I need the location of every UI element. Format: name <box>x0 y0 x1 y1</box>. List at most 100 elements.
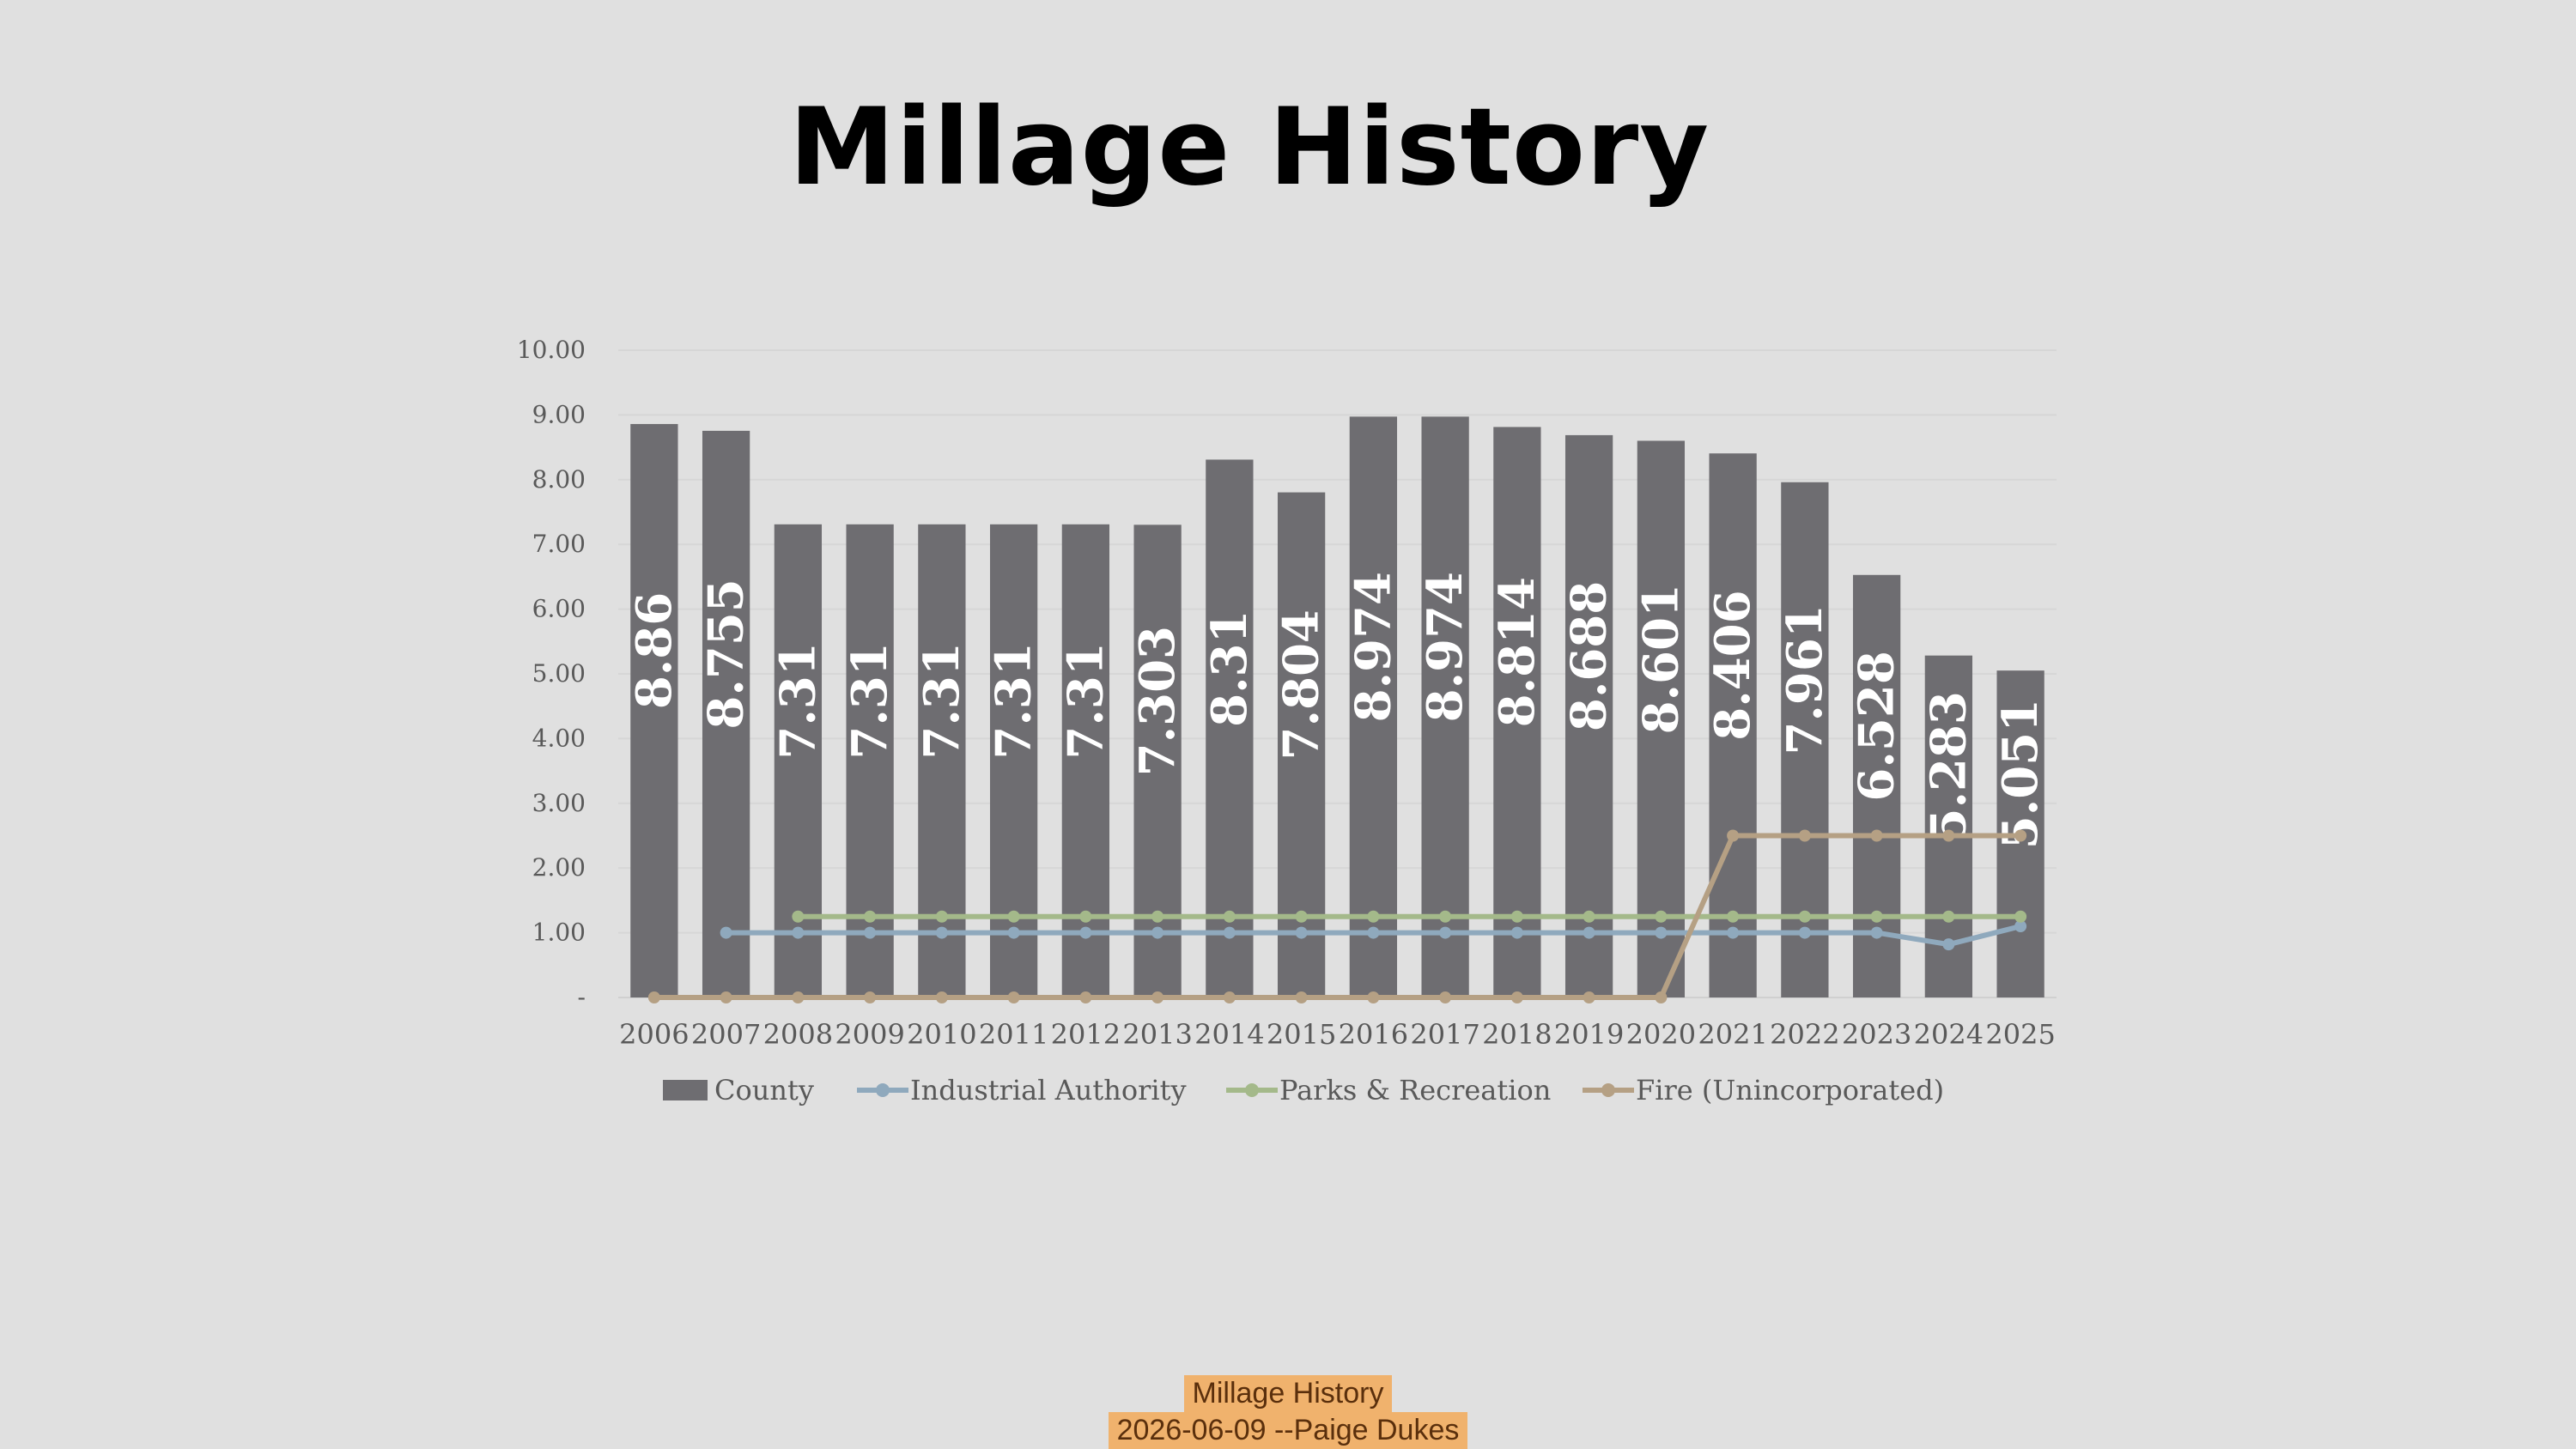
bar-county <box>774 524 823 997</box>
series-point <box>1439 910 1452 923</box>
series-point <box>1727 926 1740 939</box>
bar-data-label: 8.601 <box>1632 584 1689 734</box>
series-point <box>792 926 805 939</box>
x-tick-label: 2012 <box>1051 1018 1121 1051</box>
series-point <box>1007 991 1020 1003</box>
bar-county <box>989 524 1038 997</box>
bar-data-label: 7.31 <box>986 642 1042 759</box>
series-line <box>653 833 2021 1000</box>
bar-data-label: 6.528 <box>1849 651 1905 801</box>
x-tick-label: 2008 <box>763 1018 833 1051</box>
series-point <box>1798 829 1811 842</box>
series-point <box>864 910 877 923</box>
bar-data-label: 7.31 <box>841 642 898 759</box>
bar-data-label: 8.974 <box>1345 572 1401 722</box>
legend-swatch-county <box>663 1080 708 1100</box>
y-tick-label: 5.00 <box>532 659 586 688</box>
series-point <box>1223 926 1236 939</box>
series-point <box>1295 991 1308 1003</box>
series-point <box>720 926 732 939</box>
series-point <box>2014 829 2027 842</box>
y-tick-label: 7.00 <box>532 530 586 558</box>
series-point <box>1655 910 1668 923</box>
bar-county <box>1206 459 1254 997</box>
series-point <box>1007 910 1020 923</box>
bar-data-label: 5.283 <box>1920 691 1977 841</box>
bar-county <box>918 524 966 997</box>
y-tick-label: - <box>578 983 586 1011</box>
series-point <box>1870 829 1883 842</box>
bar-data-label: 7.31 <box>1057 642 1114 759</box>
footer-caption-subtitle: 2026-06-09 --Paige Dukes <box>0 1412 2576 1449</box>
series-point <box>1151 991 1164 1003</box>
bar-data-label: 7.804 <box>1273 609 1330 760</box>
series-point <box>935 991 948 1003</box>
series-point <box>1798 910 1811 923</box>
bar-data-label: 8.974 <box>1417 572 1473 722</box>
series-point <box>1079 926 1092 939</box>
series-point <box>1655 926 1668 939</box>
x-tick-label: 2017 <box>1410 1018 1479 1051</box>
bar-county <box>846 524 894 997</box>
legend-swatch-point <box>1601 1083 1615 1097</box>
x-tick-label: 2016 <box>1339 1018 1408 1051</box>
series-point <box>2014 920 2027 933</box>
bar-county <box>1709 453 1757 997</box>
legend-swatch-point <box>876 1083 890 1097</box>
x-tick-label: 2006 <box>619 1018 689 1051</box>
bar-county <box>1061 524 1110 997</box>
x-tick-label: 2013 <box>1122 1018 1192 1051</box>
series-point <box>1727 910 1740 923</box>
y-tick-label: 4.00 <box>532 724 586 752</box>
series-point <box>1942 938 1955 951</box>
series-point <box>1151 926 1164 939</box>
legend-label: County <box>714 1074 814 1106</box>
series-point <box>2014 910 2027 923</box>
series-point <box>792 910 805 923</box>
page-title: Millage History <box>788 86 1710 209</box>
series-point <box>864 926 877 939</box>
series-point <box>1151 910 1164 923</box>
y-tick-label: 9.00 <box>532 400 586 428</box>
legend: County Industrial Authority Parks & Recrea… <box>663 1074 1944 1106</box>
bar-data-label: 8.31 <box>1201 610 1258 727</box>
series-point <box>1655 991 1668 1003</box>
bar-data-label: 8.755 <box>698 579 755 729</box>
x-tick-label: 2021 <box>1698 1018 1767 1051</box>
x-tick-label: 2018 <box>1482 1018 1552 1051</box>
series-point <box>1367 991 1380 1003</box>
series-point <box>1367 926 1380 939</box>
series-point <box>1583 991 1595 1003</box>
series-point <box>647 991 660 1003</box>
series-lines <box>647 829 2027 1003</box>
series-point <box>1007 926 1020 939</box>
bar-data-label: 8.688 <box>1561 581 1618 731</box>
series-point <box>1942 910 1955 923</box>
bar-county <box>1493 427 1541 997</box>
x-tick-label: 2022 <box>1770 1018 1839 1051</box>
x-tick-label: 2011 <box>979 1018 1048 1051</box>
x-tick-label: 2014 <box>1194 1018 1264 1051</box>
series-point <box>1295 926 1308 939</box>
series-point <box>1223 910 1236 923</box>
series-point <box>1079 910 1092 923</box>
bar-data-label: 8.406 <box>1704 590 1761 740</box>
series-point <box>1367 910 1380 923</box>
series-point <box>792 991 805 1003</box>
bar-county <box>1421 416 1469 997</box>
series-point <box>1439 926 1452 939</box>
series-point <box>1510 991 1523 1003</box>
y-axis-ticks: - 1.00 2.00 3.00 4.00 5.00 6.00 7.00 8.00 9.00 10.… <box>517 336 586 1011</box>
bar-data-label: 7.961 <box>1777 604 1833 755</box>
y-tick-label: 6.00 <box>532 595 586 623</box>
x-tick-label: 2023 <box>1842 1018 1911 1051</box>
bar-data-label: 7.303 <box>1129 626 1186 776</box>
series-point <box>1079 991 1092 1003</box>
bar-data-labels: 8.86 8.755 7.31 7.31 7.31 7.31 7.31 7.303 8.31 7.… <box>626 572 2049 849</box>
x-axis-ticks: 2006 2007 2008 2009 2010 2011 2012 2013 2014 2015… <box>619 1018 2056 1051</box>
series-point <box>1439 991 1452 1003</box>
series-point <box>1583 926 1595 939</box>
bar-data-label: 8.86 <box>626 592 683 709</box>
x-tick-label: 2015 <box>1267 1018 1336 1051</box>
